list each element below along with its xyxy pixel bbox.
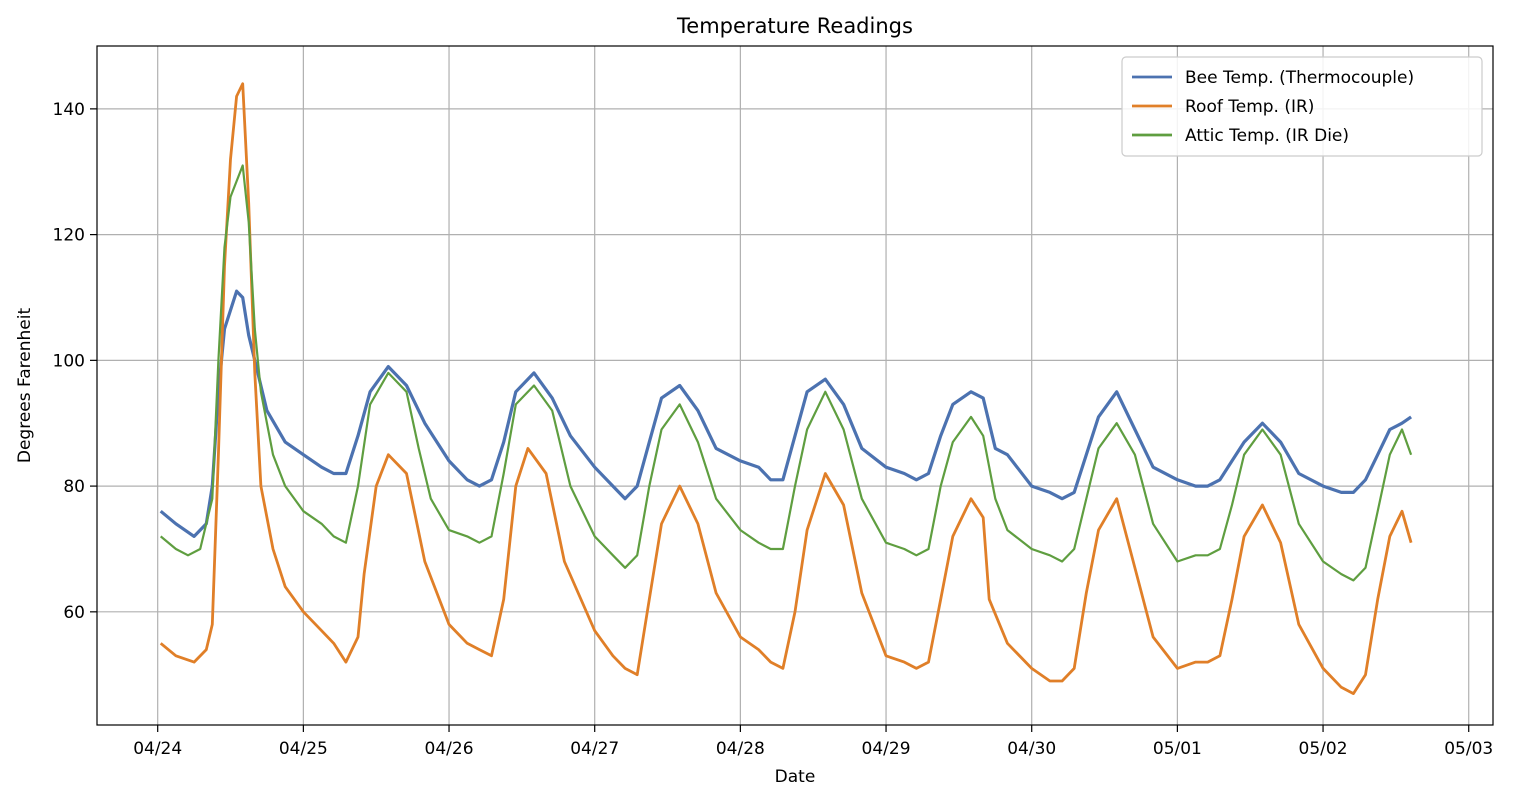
y-axis-label: Degrees Farenheit	[15, 308, 35, 464]
y-tick-label: 60	[63, 603, 85, 623]
x-tick-label: 04/24	[133, 739, 182, 759]
legend-entry: Attic Temp. (IR Die)	[1185, 126, 1349, 146]
y-tick-label: 100	[53, 351, 85, 371]
chart-title: Temperature Readings	[676, 14, 913, 38]
y-axis: 60 80 100 120 140	[53, 100, 97, 623]
series-line-3	[159, 164, 1413, 582]
legend-entry: Bee Temp. (Thermocouple)	[1185, 68, 1414, 88]
legend-box	[1121, 56, 1483, 157]
x-tick-label: 04/25	[279, 739, 328, 759]
y-tick-label: 120	[53, 226, 85, 246]
y-tick-label: 80	[63, 477, 85, 497]
x-tick-label: 05/03	[1444, 739, 1493, 759]
x-axis-label: Date	[775, 767, 816, 787]
x-tick-label: 04/29	[862, 739, 911, 759]
series-lines	[159, 82, 1413, 695]
series-line-1	[159, 289, 1413, 538]
plot-frame	[96, 45, 1494, 726]
x-tick-label: 04/30	[1007, 739, 1056, 759]
y-tick-label: 140	[53, 100, 85, 120]
x-tick-label: 05/01	[1153, 739, 1202, 759]
grid-lines	[97, 46, 1493, 725]
legend: Bee Temp. (Thermocouple) Roof Temp. (IR) A…	[1121, 56, 1483, 157]
x-tick-label: 04/27	[570, 739, 619, 759]
x-tick-label: 04/26	[425, 739, 474, 759]
x-tick-label: 04/28	[716, 739, 765, 759]
legend-entry: Roof Temp. (IR)	[1185, 97, 1314, 117]
series-line-2	[159, 82, 1413, 695]
x-tick-label: 05/02	[1299, 739, 1348, 759]
x-axis: 04/24 04/25 04/26 04/27 04/28 04/29 04/30 05/01…	[133, 725, 1493, 759]
